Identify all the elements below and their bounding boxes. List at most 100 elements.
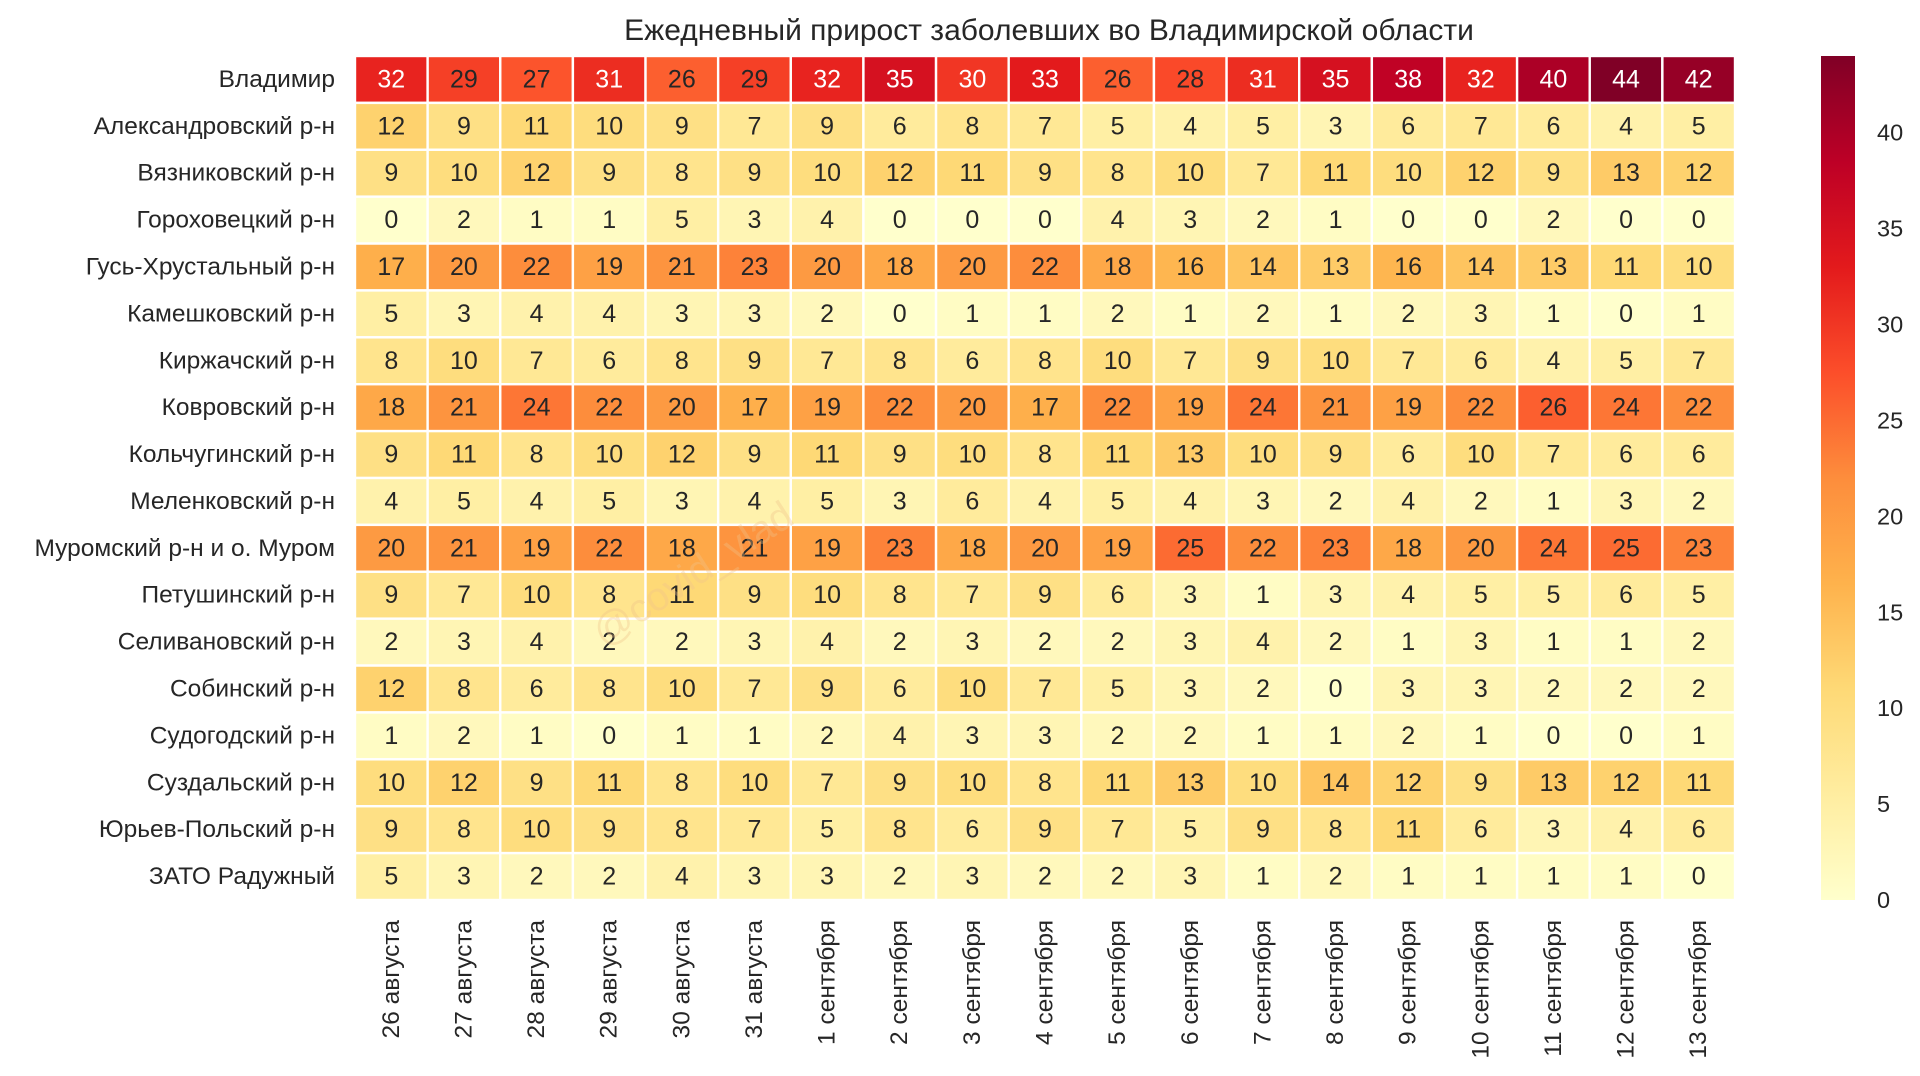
cell-value-label: 5 bbox=[820, 487, 834, 515]
cell-value-label: 1 bbox=[1474, 722, 1488, 750]
colorbar-tick-label: 15 bbox=[1877, 599, 1903, 625]
cell-value-label: 9 bbox=[384, 159, 398, 187]
heatmap-cell bbox=[1661, 476, 1737, 527]
heatmap-cell bbox=[789, 195, 865, 245]
heatmap-cell bbox=[1515, 336, 1591, 386]
cell-value-label: 29 bbox=[450, 65, 478, 93]
cell-value-label: 1 bbox=[384, 722, 398, 750]
heatmap-cell bbox=[1515, 476, 1591, 527]
column-label: 12 сентября bbox=[1613, 920, 1640, 1059]
cell-value-label: 7 bbox=[965, 581, 979, 609]
colorbar-tick-label: 40 bbox=[1877, 120, 1903, 146]
heatmap-cell bbox=[789, 148, 865, 198]
cell-value-label: 21 bbox=[450, 394, 478, 422]
cell-value-label: 2 bbox=[1111, 722, 1125, 750]
row-label: Кольчугинский р-н bbox=[129, 441, 335, 468]
heatmap-cell bbox=[716, 383, 792, 433]
cell-value-label: 1 bbox=[1401, 863, 1415, 891]
cell-value-label: 1 bbox=[1619, 628, 1633, 656]
cell-value-label: 0 bbox=[1619, 300, 1633, 328]
heatmap-cell bbox=[426, 195, 502, 245]
row-label: Собинский р-н bbox=[170, 676, 335, 703]
cell-value-label: 10 bbox=[523, 816, 551, 844]
heatmap-cell bbox=[716, 54, 792, 105]
cell-value-label: 2 bbox=[1619, 675, 1633, 703]
cell-value-label: 1 bbox=[530, 206, 544, 234]
heatmap-cell bbox=[426, 570, 502, 620]
cell-value-label: 7 bbox=[1183, 347, 1197, 375]
cell-value-label: 4 bbox=[820, 206, 834, 234]
cell-value-label: 22 bbox=[595, 534, 623, 562]
cell-value-label: 6 bbox=[1474, 816, 1488, 844]
cell-value-label: 3 bbox=[1546, 816, 1560, 844]
heatmap-cell bbox=[862, 336, 938, 386]
cell-value-label: 10 bbox=[741, 769, 769, 797]
cell-value-label: 1 bbox=[530, 722, 544, 750]
heatmap-cell bbox=[1298, 851, 1374, 902]
column-label: 3 сентября bbox=[959, 920, 986, 1045]
heatmap-cell bbox=[1370, 805, 1446, 855]
cell-value-label: 3 bbox=[457, 300, 471, 328]
cell-value-label: 22 bbox=[1467, 394, 1495, 422]
cell-value-label: 3 bbox=[1474, 675, 1488, 703]
cell-value-label: 9 bbox=[457, 112, 471, 140]
heatmap-cell bbox=[1007, 805, 1083, 855]
cell-value-label: 9 bbox=[748, 581, 762, 609]
column-label: 9 сентября bbox=[1395, 920, 1422, 1045]
cell-value-label: 21 bbox=[741, 534, 769, 562]
heatmap-cell bbox=[1007, 664, 1083, 714]
heatmap-cell bbox=[353, 101, 429, 151]
cell-value-label: 12 bbox=[668, 441, 696, 469]
heatmap-cell bbox=[1370, 242, 1446, 292]
cell-value-label: 2 bbox=[602, 628, 616, 656]
cell-value-label: 6 bbox=[1619, 441, 1633, 469]
heatmap-cell bbox=[1515, 195, 1591, 245]
heatmap-cell bbox=[1298, 383, 1374, 433]
cell-value-label: 9 bbox=[748, 159, 762, 187]
heatmap-cell bbox=[353, 383, 429, 433]
cell-value-label: 5 bbox=[1256, 112, 1270, 140]
cell-value-label: 2 bbox=[1038, 863, 1052, 891]
heatmap-cell bbox=[1007, 101, 1083, 151]
heatmap-cell bbox=[1225, 289, 1301, 339]
cell-value-label: 26 bbox=[1104, 65, 1132, 93]
cell-value-label: 9 bbox=[384, 816, 398, 844]
cell-value-label: 22 bbox=[886, 394, 914, 422]
cell-value-label: 7 bbox=[1546, 441, 1560, 469]
cell-value-label: 18 bbox=[958, 534, 986, 562]
cell-value-label: 3 bbox=[1183, 675, 1197, 703]
cell-value-label: 4 bbox=[1401, 487, 1415, 515]
cell-value-label: 22 bbox=[1104, 394, 1132, 422]
cell-value-label: 3 bbox=[893, 487, 907, 515]
cell-value-label: 7 bbox=[1401, 347, 1415, 375]
cell-value-label: 7 bbox=[530, 347, 544, 375]
heatmap-cell bbox=[1370, 336, 1446, 386]
heatmap-cell bbox=[571, 758, 647, 808]
cell-value-label: 2 bbox=[1474, 487, 1488, 515]
colorbar bbox=[1821, 56, 1855, 900]
cell-value-label: 24 bbox=[1540, 534, 1568, 562]
cell-value-label: 6 bbox=[1401, 112, 1415, 140]
cell-value-label: 8 bbox=[893, 581, 907, 609]
cell-value-label: 7 bbox=[1038, 112, 1052, 140]
cell-value-label: 2 bbox=[1256, 300, 1270, 328]
cell-value-label: 11 bbox=[1105, 441, 1131, 469]
heatmap-cell bbox=[499, 617, 575, 667]
cell-value-label: 9 bbox=[530, 769, 544, 797]
cell-value-label: 10 bbox=[450, 159, 478, 187]
row-label: Гороховецкий р-н bbox=[137, 207, 335, 234]
cell-value-label: 6 bbox=[1619, 581, 1633, 609]
cell-value-label: 0 bbox=[1474, 206, 1488, 234]
row-label: Селивановский р-н bbox=[118, 629, 335, 656]
heatmap-cell bbox=[1080, 851, 1156, 902]
cell-value-label: 9 bbox=[748, 441, 762, 469]
cell-value-label: 7 bbox=[1038, 675, 1052, 703]
column-label: 2 сентября bbox=[886, 920, 913, 1045]
cell-value-label: 10 bbox=[1685, 253, 1713, 281]
heatmap-cell bbox=[426, 336, 502, 386]
cell-value-label: 4 bbox=[530, 300, 544, 328]
cell-value-label: 9 bbox=[893, 769, 907, 797]
cell-value-label: 8 bbox=[675, 347, 689, 375]
heatmap-cell bbox=[1298, 805, 1374, 855]
cell-value-label: 6 bbox=[1546, 112, 1560, 140]
